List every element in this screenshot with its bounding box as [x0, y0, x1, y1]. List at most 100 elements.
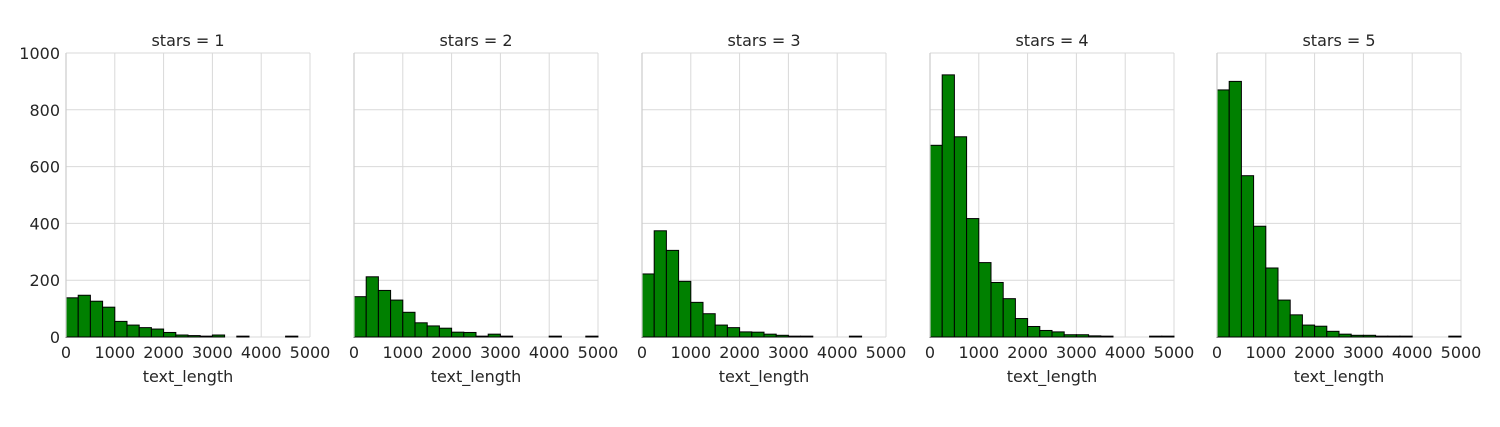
histogram-bar [102, 306, 116, 338]
x-tick-label: 2000 [1007, 343, 1048, 362]
histogram-bar [211, 334, 226, 338]
x-tick-label: 1000 [1245, 343, 1286, 362]
x-tick-label: 3000 [1343, 343, 1384, 362]
histogram-bar [199, 335, 213, 338]
x-tick-label: 5000 [290, 343, 331, 362]
x-tick-label: 5000 [1441, 343, 1482, 362]
histogram-bar [89, 300, 104, 338]
histogram-bar [1063, 334, 1077, 338]
histogram-bar [1265, 267, 1279, 338]
histogram-bar [463, 331, 477, 338]
histogram-bar [1149, 335, 1163, 338]
x-axis-label: text_length [431, 367, 522, 387]
histogram-bar [285, 335, 299, 338]
histogram-bar [377, 289, 392, 338]
x-tick-label: 5000 [578, 343, 619, 362]
histogram-bar [1027, 325, 1041, 338]
histogram-bar [548, 335, 562, 338]
histogram-bar [402, 311, 416, 338]
histogram-bar [175, 334, 189, 338]
histogram-bar [714, 324, 728, 338]
histogram-bar [702, 313, 716, 338]
histogram-bar [978, 262, 992, 338]
histogram-bar [414, 322, 428, 338]
facet-panel-2: stars = 2 0 1000 2000 3000 4000 5000 text_lengt… [349, 31, 618, 387]
histogram-bar [1362, 334, 1377, 338]
histogram-bar [126, 324, 140, 338]
x-tick-label: 0 [1212, 343, 1222, 362]
x-tick-label: 1000 [94, 343, 135, 362]
facet-title: stars = 2 [439, 31, 512, 50]
histogram-bar [1277, 299, 1291, 338]
histogram-bar [726, 327, 741, 338]
x-tick-label: 0 [61, 343, 71, 362]
histogram-bar [1314, 325, 1328, 338]
x-tick-label: 0 [637, 343, 647, 362]
histogram-bar [966, 218, 980, 338]
histogram-bar [941, 74, 955, 338]
x-tick-label: 2000 [719, 343, 760, 362]
histogram-bar [438, 327, 453, 338]
histogram-bar [1014, 318, 1029, 338]
x-tick-label: 4000 [529, 343, 570, 362]
histogram-bar [499, 335, 514, 338]
x-axis-label: text_length [143, 367, 234, 387]
histogram-bar [1289, 314, 1303, 338]
histogram-bar [848, 335, 863, 338]
histogram-bar [1161, 335, 1175, 338]
x-tick-label: 1000 [958, 343, 999, 362]
histogram-bar [1326, 330, 1340, 338]
histogram-bar [138, 327, 152, 338]
x-tick-label: 0 [349, 343, 359, 362]
x-axis-label: text_length [1007, 367, 1098, 387]
x-tick-label: 0 [925, 343, 935, 362]
x-tick-label: 3000 [192, 343, 233, 362]
y-tick-label: 1000 [19, 44, 60, 63]
histogram-bar [665, 249, 680, 338]
x-tick-label: 3000 [1056, 343, 1097, 362]
facet-title: stars = 3 [727, 31, 800, 50]
x-tick-label: 4000 [817, 343, 858, 362]
histogram-bar [678, 280, 692, 338]
histogram-bar [1039, 329, 1053, 338]
histogram-bar [1253, 225, 1267, 338]
x-tick-label: 5000 [866, 343, 907, 362]
histogram-bar [800, 335, 814, 338]
histogram-bar [1240, 175, 1255, 338]
histogram-bar [739, 331, 753, 338]
histogram-bar [1100, 335, 1114, 338]
y-tick-label: 200 [29, 271, 60, 290]
histogram-bar [426, 325, 440, 338]
x-tick-label: 1000 [670, 343, 711, 362]
histogram-bar [1399, 335, 1413, 338]
histogram-bar [1301, 324, 1316, 338]
histogram-bar [653, 230, 667, 338]
histogram-bar [1088, 335, 1102, 338]
x-tick-label: 3000 [480, 343, 521, 362]
histogram-bar [751, 331, 765, 338]
histogram-bar [236, 335, 250, 338]
y-tick-label: 600 [29, 158, 60, 177]
histogram-bar [929, 144, 943, 338]
x-tick-label: 5000 [1154, 343, 1195, 362]
facet-title: stars = 5 [1302, 31, 1375, 50]
histogram-bar [1448, 335, 1462, 338]
histogram-bar [787, 335, 802, 338]
histogram-bar [475, 335, 489, 338]
histogram-bar [1216, 89, 1230, 338]
facet-title: stars = 1 [151, 31, 224, 50]
histogram-bar [585, 335, 599, 338]
histogram-bar [1350, 334, 1364, 338]
histogram-bar [1002, 298, 1016, 338]
histogram-bar [763, 333, 777, 338]
facet-panel-3: stars = 3 0 1000 2000 3000 4000 5000 text_lengt… [637, 31, 906, 387]
facet-panel-5: stars = 5 0 1000 2000 3000 4000 5000 text_lengt… [1212, 31, 1481, 387]
histogram-bar [487, 333, 501, 338]
histogram-bar [641, 273, 655, 338]
facet-panel-4: stars = 4 0 1000 2000 3000 4000 5000 text_lengt… [925, 31, 1194, 387]
x-axis-label: text_length [1294, 367, 1385, 387]
histogram-bar [187, 335, 201, 338]
histogram-bar [690, 301, 704, 338]
y-tick-label: 0 [50, 328, 60, 347]
